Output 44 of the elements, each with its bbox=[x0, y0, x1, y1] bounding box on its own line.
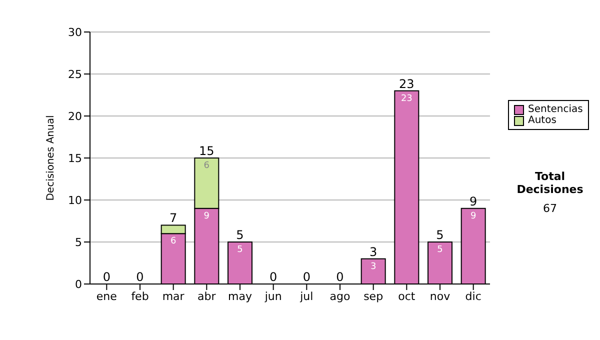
x-tick-label: sep bbox=[364, 290, 384, 303]
x-tick-label: jul bbox=[299, 290, 314, 303]
y-tick-label: 20 bbox=[68, 110, 82, 123]
x-tick-label: ene bbox=[96, 290, 118, 303]
y-axis-title: Decisiones Anual bbox=[46, 115, 57, 201]
x-tick-label: jun bbox=[264, 290, 282, 303]
total-label: 0 bbox=[270, 270, 278, 284]
y-tick-label: 25 bbox=[68, 68, 82, 81]
data-label: 6 bbox=[170, 236, 176, 247]
total-label: 5 bbox=[436, 228, 444, 242]
legend-label: Sentencias bbox=[528, 104, 583, 115]
x-tick-label: feb bbox=[131, 290, 149, 303]
x-tick-label: nov bbox=[430, 290, 451, 303]
data-label: 23 bbox=[400, 94, 412, 104]
total-label: 3 bbox=[370, 244, 378, 259]
x-tick-label: abr bbox=[198, 290, 216, 303]
legend-label: Autos bbox=[528, 115, 556, 126]
data-label: 6 bbox=[204, 161, 210, 171]
data-label: 3 bbox=[370, 262, 376, 272]
y-tick-label: 5 bbox=[75, 236, 82, 249]
data-label: 5 bbox=[237, 245, 243, 255]
total-label: 7 bbox=[170, 211, 178, 226]
y-tick-label: 0 bbox=[75, 278, 82, 291]
text: 67 bbox=[542, 202, 558, 215]
data-label: 5 bbox=[437, 245, 443, 255]
total-label: 5 bbox=[236, 228, 244, 242]
y-tick-label: 15 bbox=[68, 152, 82, 165]
total-label: 0 bbox=[136, 270, 144, 284]
total-label: 23 bbox=[399, 76, 414, 91]
x-tick-label: dic bbox=[465, 290, 482, 303]
text: Total Decisiones bbox=[516, 170, 584, 196]
total-label: 0 bbox=[302, 270, 310, 284]
x-tick-label: may bbox=[228, 290, 252, 303]
data-label: 9 bbox=[204, 211, 210, 222]
y-tick-label: 30 bbox=[68, 26, 82, 39]
total-label: 0 bbox=[102, 270, 110, 284]
total-label: 9 bbox=[470, 194, 478, 208]
y-tick-label: 10 bbox=[68, 194, 82, 207]
total-label: 15 bbox=[199, 144, 214, 158]
x-tick-label: oct bbox=[398, 290, 416, 303]
x-tick-label: mar bbox=[162, 290, 185, 303]
x-tick-label: ago bbox=[330, 290, 350, 303]
data-label: 9 bbox=[470, 211, 476, 222]
total-label: 0 bbox=[336, 270, 344, 284]
